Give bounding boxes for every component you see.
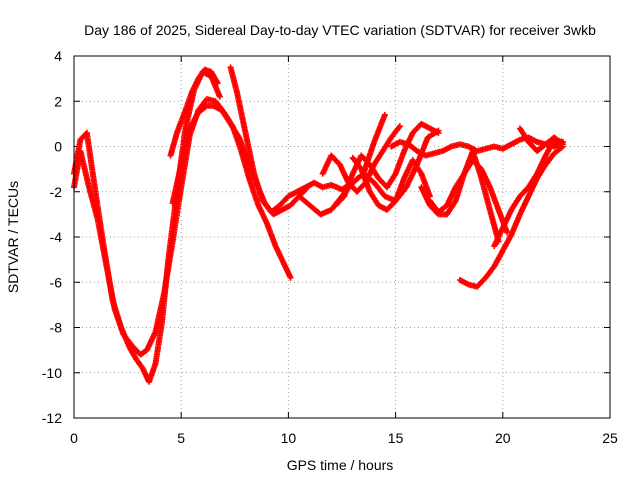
series-track-4 [167,66,221,159]
x-tick-label: 0 [70,430,78,446]
series-track-15 [491,136,566,250]
y-tick-label: -8 [50,320,63,336]
data-point [559,141,566,148]
chart-title: Day 186 of 2025, Sidereal Day-to-day VTE… [84,22,596,38]
y-tick-label: -12 [42,410,62,426]
y-axis-label: SDTVAR / TECUs [5,181,21,293]
y-tick-label: 2 [54,93,62,109]
y-tick-label: 4 [54,48,62,64]
series-track-13 [426,157,511,236]
tick-labels-layer: 0 5 10 15 20 25 -12 -10 -8 -6 -4 -2 0 2 4 [42,48,618,446]
data-point [396,123,403,130]
data-point [214,80,221,87]
series-track-6 [210,102,311,218]
x-tick-label: 25 [602,430,618,446]
data-point [435,129,442,136]
data-point [216,93,223,100]
data-point [381,111,388,118]
x-tick-label: 10 [281,430,297,446]
x-tick-label: 20 [495,430,511,446]
series-track-1 [71,68,223,385]
y-tick-label: 0 [54,139,62,155]
x-axis-label: GPS time / hours [287,457,394,473]
series-track-14 [456,143,566,290]
series-track-16 [516,125,566,155]
y-tick-label: -4 [50,229,63,245]
y-tick-label: -6 [50,274,63,290]
plot-frame [73,55,611,419]
series-track-10 [349,154,433,213]
x-tick-label: 5 [177,430,185,446]
x-tick-label: 15 [388,430,404,446]
y-tick-label: -10 [42,365,62,381]
data-point [287,274,294,281]
marks-layer [71,64,566,385]
y-tick-label: -2 [50,184,63,200]
series-track-2 [71,95,228,358]
data-point [304,184,311,191]
